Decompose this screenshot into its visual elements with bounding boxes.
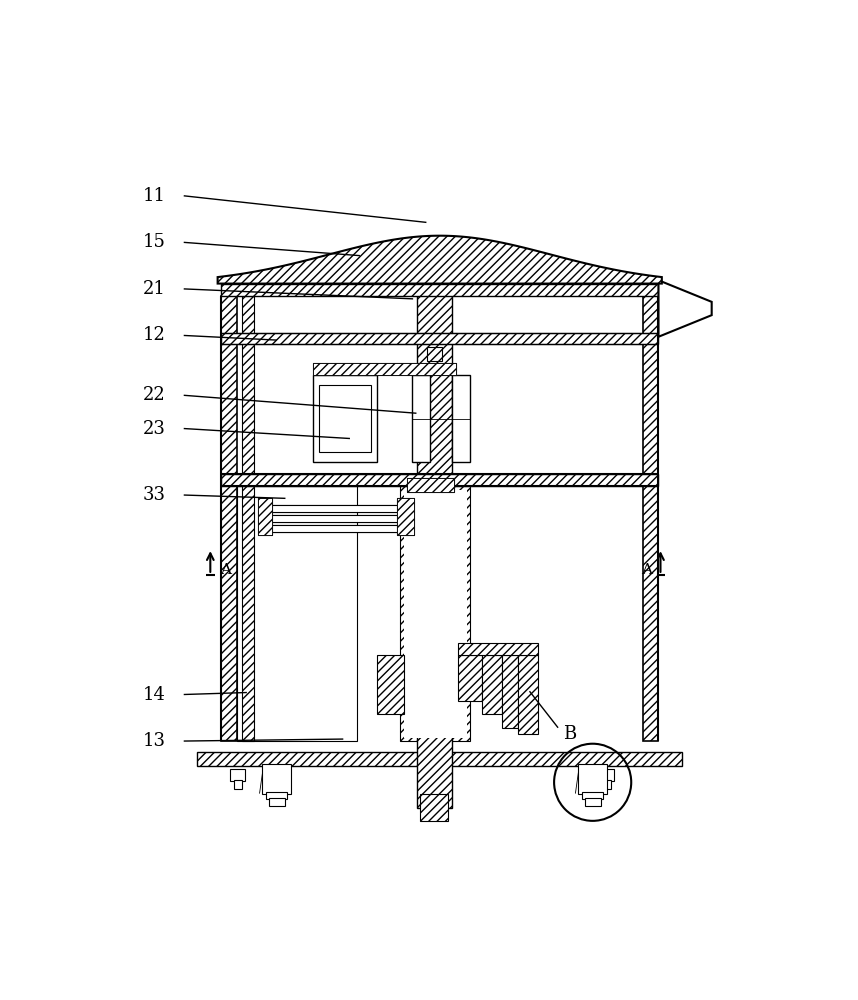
Text: 15: 15: [142, 233, 166, 251]
Bar: [261, 525, 408, 532]
Bar: [412, 375, 431, 462]
Bar: [602, 780, 611, 789]
Bar: [266, 792, 287, 799]
Bar: [451, 375, 470, 462]
Bar: [404, 490, 467, 738]
Bar: [197, 752, 682, 766]
Bar: [313, 375, 377, 462]
Bar: [230, 769, 245, 781]
Text: 13: 13: [142, 732, 166, 750]
Text: 22: 22: [142, 386, 166, 404]
Bar: [502, 655, 518, 728]
Bar: [242, 296, 254, 741]
Bar: [257, 498, 272, 535]
Bar: [420, 794, 449, 821]
Bar: [481, 655, 502, 714]
Bar: [313, 363, 456, 375]
Bar: [318, 385, 371, 452]
Bar: [518, 655, 538, 734]
Bar: [427, 347, 442, 361]
Text: A: A: [642, 563, 653, 577]
Text: 14: 14: [142, 686, 166, 704]
Bar: [261, 515, 408, 522]
Text: 21: 21: [142, 280, 166, 298]
Bar: [408, 478, 454, 492]
Bar: [261, 505, 408, 512]
Bar: [221, 296, 237, 741]
Bar: [221, 474, 658, 486]
Polygon shape: [218, 236, 662, 284]
Text: 23: 23: [142, 420, 166, 438]
Bar: [221, 333, 658, 344]
Bar: [378, 655, 404, 714]
Bar: [417, 239, 451, 808]
Text: 12: 12: [142, 326, 166, 344]
Bar: [401, 486, 470, 741]
Text: 11: 11: [142, 187, 166, 205]
Bar: [458, 655, 481, 701]
Bar: [233, 780, 242, 789]
Bar: [269, 798, 285, 806]
Polygon shape: [658, 280, 711, 337]
Bar: [643, 296, 658, 741]
Bar: [263, 764, 292, 794]
Bar: [237, 486, 357, 741]
Bar: [600, 769, 614, 781]
Text: 33: 33: [142, 486, 166, 504]
Text: A: A: [221, 563, 232, 577]
Bar: [458, 643, 538, 655]
Text: B: B: [563, 725, 576, 743]
Bar: [313, 363, 456, 375]
Bar: [408, 478, 454, 492]
Bar: [397, 498, 414, 535]
Bar: [578, 764, 607, 794]
Bar: [397, 498, 414, 535]
Bar: [257, 498, 272, 535]
Bar: [221, 284, 658, 296]
Bar: [584, 798, 601, 806]
Bar: [582, 792, 603, 799]
